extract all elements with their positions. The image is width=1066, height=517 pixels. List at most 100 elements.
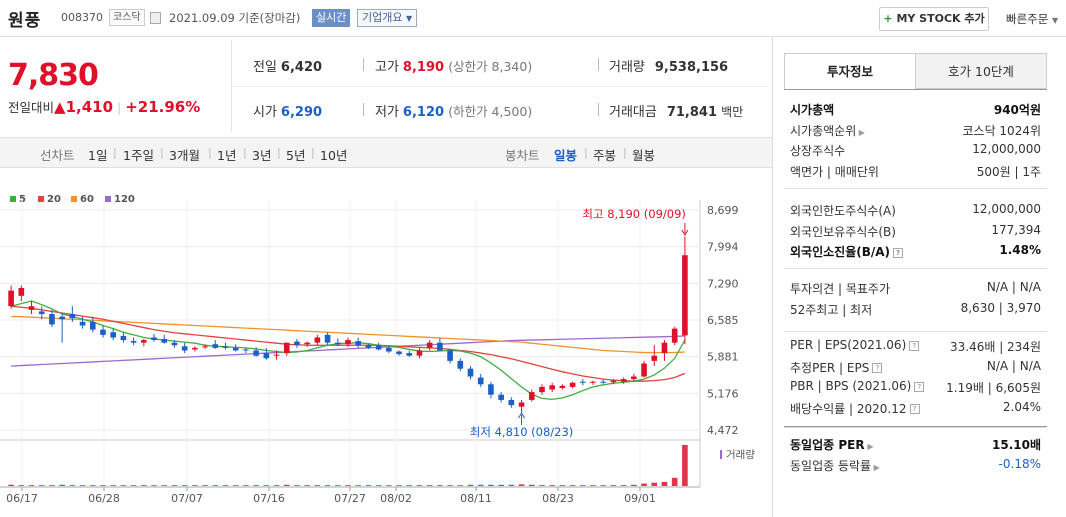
info-row-label: 외국인보유주식수(B) (790, 224, 896, 239)
info-row-value: 1.19배 | 6,605원 (946, 381, 1041, 395)
candle-body (100, 329, 106, 335)
stat-volume-label: 거래량 (609, 60, 645, 75)
candle-body (437, 342, 443, 351)
tab-weekly[interactable]: 주봉 (593, 148, 617, 163)
candle-body (120, 335, 127, 341)
price-chart[interactable]: 8,699 7,994 7,290 6,585 5,881 5,176 4,472 06/17… (0, 200, 772, 517)
info-row-value: 15.10배 (992, 438, 1041, 452)
help-icon[interactable]: ? (914, 381, 925, 392)
divider (363, 58, 364, 71)
candle-body (130, 341, 137, 343)
volume-bar (600, 485, 607, 486)
candle-body (467, 368, 474, 377)
info-row-value: 33.46배 | 234원 (949, 340, 1041, 354)
info-row: 외국인소진율(B/A)? 1.48% (790, 243, 1041, 261)
tab-3y[interactable]: 3년 (252, 148, 272, 163)
separator: | (623, 146, 627, 159)
help-icon[interactable]: ? (909, 340, 920, 351)
legend-swatch (71, 196, 77, 202)
info-row-label: PBR | BPS (2021.06)? (790, 379, 925, 393)
info-row-value: N/A | N/A (986, 358, 1041, 373)
volume-bar (294, 485, 300, 486)
legend-swatch (105, 196, 111, 202)
tab-1w[interactable]: 1주일 (123, 148, 154, 163)
volume-bar (110, 485, 117, 486)
divider (784, 188, 1047, 189)
legend-ma5: 5 (10, 194, 26, 205)
info-row: 시가총액순위 ▶ 코스닥 1024위 (790, 122, 1041, 140)
legend-label: 120 (114, 194, 135, 205)
x-tick-label: 08/02 (380, 492, 412, 505)
stat-prev-value: 6,420 (280, 60, 323, 75)
candle-body (641, 363, 647, 377)
stock-code: 008370 (61, 11, 103, 24)
candle-body (263, 353, 270, 359)
info-row-label: 액면가 | 매매단위 (790, 164, 879, 179)
tab-3m[interactable]: 3개월 (169, 148, 200, 163)
candle-body (334, 342, 341, 345)
corp-info-dropdown[interactable]: 기업개요 ▼ (357, 9, 418, 27)
tab-1d[interactable]: 1일 (88, 148, 108, 163)
separator: | (243, 146, 247, 159)
info-row-label: PER | EPS(2021.06)? (790, 338, 920, 352)
candle-body (283, 342, 290, 354)
info-row: 52주최고 | 최저 8,630 | 3,970 (790, 301, 1041, 319)
volume-bar (79, 485, 86, 486)
stats-divider (232, 86, 768, 87)
info-row-value: 12,000,000 (972, 202, 1041, 216)
help-icon[interactable]: ? (872, 363, 883, 373)
info-row-label[interactable]: 시가총액순위 ▶ (790, 123, 865, 138)
info-row-label[interactable]: 동일업종 PER ▶ (790, 438, 874, 452)
quick-order-label: 빠른주문 (1006, 12, 1049, 26)
info-row: 외국인보유주식수(B) 177,394 (790, 223, 1041, 241)
candle-body (232, 347, 239, 351)
legend-label: 60 (80, 194, 94, 205)
info-row-label: 추정PER | EPS? (790, 359, 883, 376)
x-tick-label: 06/17 (6, 492, 38, 505)
x-tick-label: 07/07 (171, 492, 203, 505)
tab-daily[interactable]: 일봉 (554, 148, 578, 163)
corp-info-label: 기업개요 (362, 11, 403, 24)
x-tick-label: 08/11 (460, 492, 492, 505)
volume-bar (161, 485, 168, 486)
candle-body (488, 384, 494, 395)
help-icon[interactable]: ? (893, 247, 904, 258)
separator: | (277, 146, 281, 159)
tab-investment-info[interactable]: 투자정보 (784, 53, 916, 89)
candle-body (631, 376, 637, 380)
investment-info-panel: 투자정보 호가 10단계 (784, 53, 1047, 89)
candle-body (579, 381, 586, 383)
candle-body (253, 350, 259, 356)
help-icon[interactable]: ? (909, 404, 920, 414)
divider (598, 58, 599, 71)
info-row: 배당수익률 | 2020.12? 2.04% (790, 400, 1041, 418)
stat-high-label: 고가 (375, 60, 399, 75)
low-arrow-head (518, 412, 525, 419)
quick-order-dropdown[interactable]: 빠른주문 ▼ (1006, 11, 1058, 27)
tab-1y[interactable]: 1년 (217, 148, 237, 163)
tab-monthly[interactable]: 월봉 (632, 148, 656, 163)
y-tick-label: 7,290 (707, 277, 739, 290)
info-row-label: 배당수익률 | 2020.12? (790, 400, 920, 417)
info-row-value: 177,394 (991, 222, 1041, 237)
info-row-label[interactable]: 동일업종 등락률 ▶ (790, 458, 880, 473)
tab-5y[interactable]: 5년 (286, 148, 306, 163)
volume-bar (100, 485, 106, 486)
change-label: 전일대비 (8, 100, 55, 115)
stat-low-label: 저가 (375, 105, 399, 120)
volume-bar (386, 485, 392, 486)
info-row-label: 외국인한도주식수(A) (790, 204, 896, 218)
volume-bar (396, 485, 402, 486)
realtime-button[interactable]: 실시간 (312, 9, 351, 27)
candle-body (447, 350, 453, 361)
separator: | (208, 146, 212, 159)
chevron-down-icon: ▼ (1051, 16, 1059, 25)
x-tick-label: 08/23 (542, 492, 574, 505)
my-stock-add-button[interactable]: + MY STOCK 추가 (879, 7, 989, 31)
my-stock-label: MY STOCK 추가 (896, 12, 985, 25)
volume-bar (467, 484, 474, 486)
separator: | (160, 146, 164, 159)
tab-10y[interactable]: 10년 (320, 148, 348, 163)
stat-prev-label: 전일 (253, 60, 277, 75)
tab-quote-10[interactable]: 호가 10단계 (915, 53, 1047, 89)
